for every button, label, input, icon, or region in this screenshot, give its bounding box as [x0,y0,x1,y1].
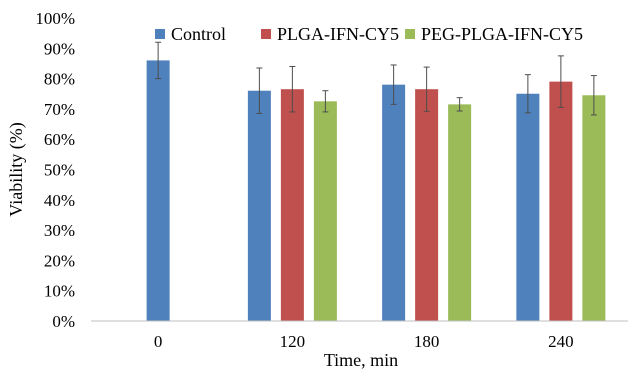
bar [382,84,406,321]
bar [280,89,304,321]
y-tick-label: 30% [44,221,75,240]
legend: Control PLGA-IFN-CY5 PEG-PLGA-IFN-CY5 [155,24,583,44]
bar [146,60,170,322]
y-tick-label: 0% [52,312,75,331]
y-tick-label: 10% [44,282,75,301]
x-tick-label: 120 [280,332,306,351]
legend-swatch [405,29,415,39]
y-tick-label: 40% [44,191,75,210]
legend-label: PLGA-IFN-CY5 [277,24,399,44]
x-tick-label: 180 [414,332,440,351]
bar [582,95,606,321]
x-axis-ticks: 0 120 180 240 [154,332,574,351]
bar [313,101,337,321]
y-tick-label: 20% [44,251,75,270]
y-tick-label: 80% [44,70,75,89]
legend-swatch [155,29,165,39]
y-tick-label: 90% [44,39,75,58]
legend-label: PEG-PLGA-IFN-CY5 [421,24,583,44]
bar [415,89,439,321]
y-tick-label: 60% [44,130,75,149]
y-tick-label: 100% [35,9,75,28]
bar [549,81,573,321]
bars-group [146,60,606,322]
x-axis-title: Time, min [324,350,398,369]
legend-swatch [261,29,271,39]
bar [516,93,540,321]
x-tick-label: 0 [154,332,163,351]
legend-label: Control [171,24,226,44]
bar [448,104,472,321]
bar [247,90,271,321]
y-axis-ticks: 0% 10% 20% 30% 40% 50% 60% 70% 80% 90% 100% [35,9,75,331]
y-tick-label: 70% [44,100,75,119]
x-tick-label: 240 [548,332,574,351]
error-bars-group [155,41,597,116]
y-tick-label: 50% [44,161,75,180]
y-axis-title: Viability (%) [6,122,27,216]
